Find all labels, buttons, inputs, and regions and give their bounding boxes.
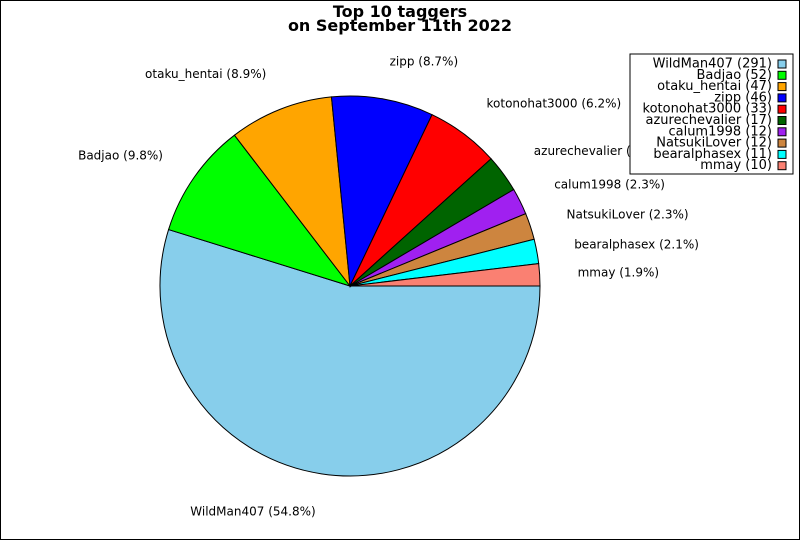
slice-label-natsukilover: NatsukiLover (2.3%) (567, 207, 689, 221)
legend-box (629, 53, 794, 175)
pie-slices (159, 95, 541, 477)
pie-slice-mmay (349, 263, 541, 287)
slice-label-badjao: Badjao (9.8%) (78, 149, 163, 163)
slice-label-kotonohat3000: kotonohat3000 (6.2%) (487, 96, 622, 110)
legend-swatch-natsukilover (777, 138, 787, 148)
legend-swatch-azurechevalier (777, 116, 787, 125)
legend-label-natsukilover: NatsukiLover (12) (656, 136, 772, 151)
chart-legend: WildMan407 (291)Badjao (52)otaku_hentai … (629, 53, 794, 175)
legend-swatch-badjao (777, 70, 787, 80)
slice-label-mmay: mmay (1.9%) (578, 266, 660, 280)
legend-label-calum1998: calum1998 (12) (668, 124, 772, 139)
slice-label-wildman407: WildMan407 (54.8%) (190, 504, 315, 518)
legend-label-wildman407: WildMan407 (291) (653, 57, 772, 72)
legend-swatch-wildman407 (777, 59, 787, 69)
legend-swatch-calum1998 (777, 127, 787, 137)
pie-labels: WildMan407 (54.8%) Badjao (9.8%) otaku_hen… (78, 55, 699, 519)
legend-label-otaku_hentai: otaku_hentai (47) (657, 79, 772, 94)
legend-swatch-kotonohat3000 (777, 104, 787, 114)
legend-swatch-otaku_hentai (777, 82, 787, 92)
legend-swatch-zipp (777, 93, 787, 103)
pie-slice-badjao (167, 134, 352, 287)
legend-label-zipp: zipp (46) (714, 90, 772, 105)
chart-title-line-1: Top 10 taggers (333, 2, 467, 21)
chart-title-line-2: on September 11th 2022 (288, 16, 512, 35)
legend-label-kotonohat3000: kotonohat3000 (33) (643, 102, 772, 117)
slice-label-calum1998: calum1998 (2.3%) (554, 178, 665, 192)
pie-slice-otaku_hentai (233, 96, 351, 288)
legend-swatch-mmay (777, 161, 787, 171)
legend-label-azurechevalier: azurechevalier (17) (645, 113, 772, 128)
slice-label-zipp: zipp (8.7%) (390, 55, 459, 69)
pie-slice-wildman407 (159, 228, 541, 477)
legend-label-badjao: Badjao (52) (697, 68, 773, 83)
legend-label-mmay: mmay (10) (700, 158, 772, 173)
legend-label-bearalphasex: bearalphasex (11) (653, 147, 772, 162)
legend-swatch-bearalphasex (777, 149, 787, 159)
pie-slice-zipp (330, 95, 433, 288)
slice-label-bearalphasex: bearalphasex (2.1%) (574, 237, 699, 251)
slice-label-otaku_hentai: otaku_hentai (8.9%) (145, 67, 266, 81)
